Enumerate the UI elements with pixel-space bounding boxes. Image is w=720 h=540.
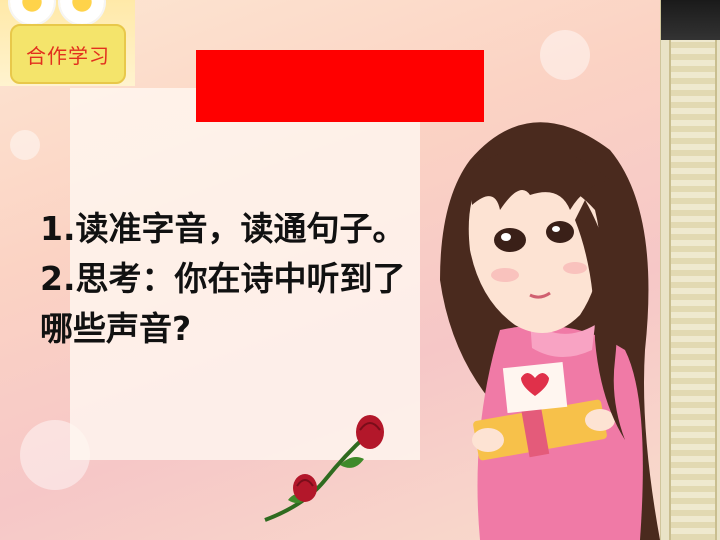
bokeh-circle xyxy=(540,30,590,80)
slide-canvas: 合作学习 xyxy=(0,0,660,540)
task-line-2: 2.思考：你在诗中听到了 xyxy=(40,259,406,298)
daisy-icon xyxy=(60,0,104,24)
rose-illustration xyxy=(264,415,384,522)
border-pattern xyxy=(669,0,717,540)
title-bar xyxy=(196,50,484,122)
section-badge: 合作学习 xyxy=(10,24,126,84)
task-line-3: 哪些声音? xyxy=(40,309,192,348)
task-line-1: 1.读准字音，读通句子。 xyxy=(40,209,406,248)
border-topbar xyxy=(661,0,720,40)
section-badge-label: 合作学习 xyxy=(26,43,110,68)
badge-header: 合作学习 xyxy=(0,0,135,86)
content-board xyxy=(70,88,420,460)
daisy-icon xyxy=(10,0,54,24)
girl-illustration xyxy=(440,122,660,540)
decorative-side-border xyxy=(660,0,720,540)
task-list: 1.读准字音，读通句子。 2.思考：你在诗中听到了 哪些声音? xyxy=(40,204,480,354)
bokeh-circle xyxy=(10,130,40,160)
